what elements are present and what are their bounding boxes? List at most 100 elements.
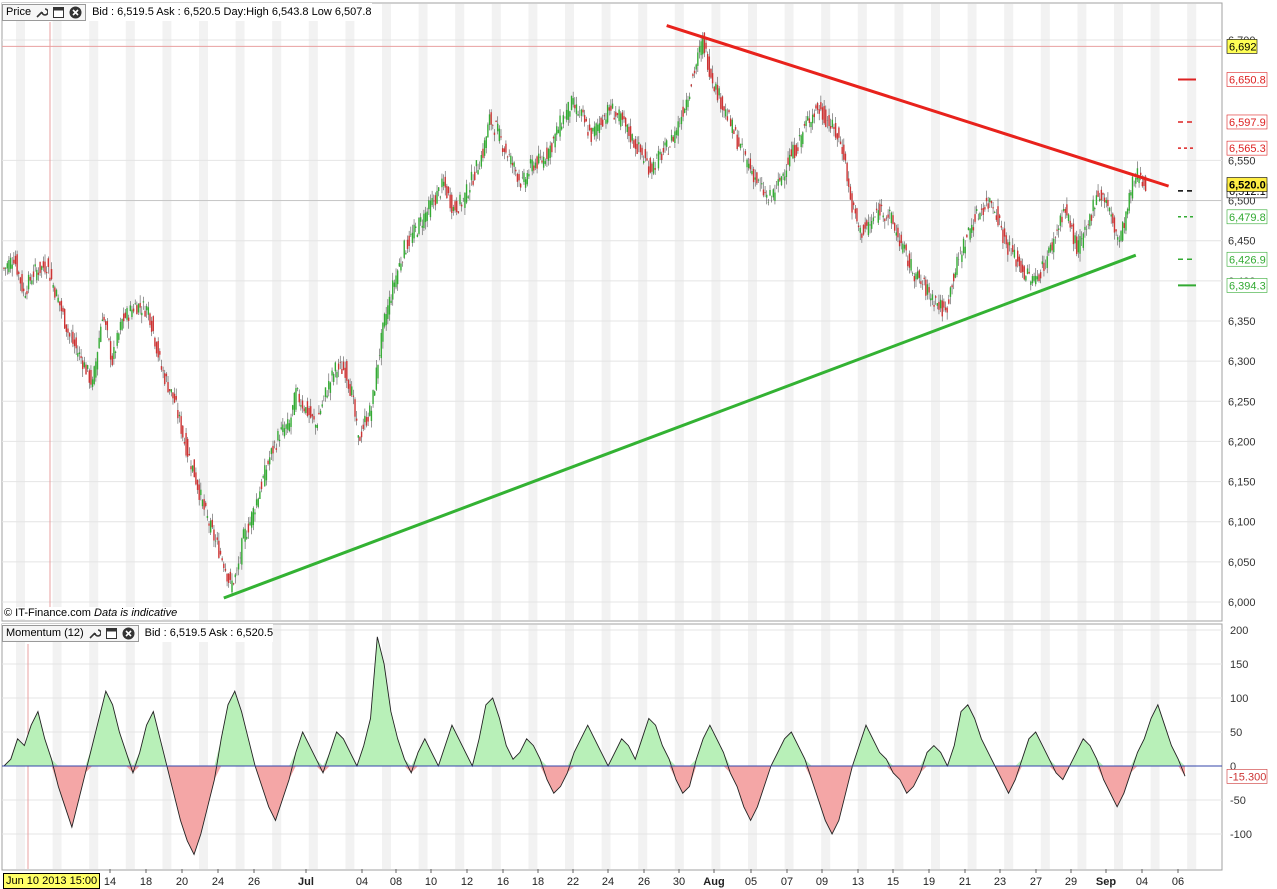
day-band [857, 4, 867, 620]
day-band [1004, 625, 1014, 869]
trendline-support [223, 253, 1137, 600]
x-tick-label: 05 [745, 876, 757, 888]
candles [3, 32, 1147, 597]
pivot-level-box [1226, 114, 1268, 130]
day-band [491, 4, 501, 620]
day-band [1114, 4, 1123, 620]
price-quote-info: Bid : 6,519.5 Ask : 6,520.5 Day:High 6,5… [92, 6, 372, 18]
x-tick-label: 04 [356, 876, 368, 888]
price-y-tick-label: 6,000 [1228, 597, 1256, 609]
day-band [455, 4, 465, 620]
day-band [199, 4, 208, 620]
price-y-tick-label: 6,100 [1228, 517, 1256, 529]
day-band [931, 4, 940, 620]
copyright-note: © IT-Finance.com Data is indicative [4, 607, 178, 619]
day-band [235, 4, 245, 620]
x-tick-label: 06 [1172, 876, 1184, 888]
day-band [162, 4, 172, 620]
copyright-text: © IT-Finance.com [4, 607, 91, 619]
day-band [565, 4, 574, 620]
price-y-tick-label: 6,200 [1228, 436, 1256, 448]
reference-badge [1226, 39, 1258, 54]
reference-badge-label: 6,692 [1229, 41, 1257, 53]
day-band [821, 4, 831, 620]
x-tick-label: 07 [781, 876, 793, 888]
day-band [125, 625, 135, 869]
price-y-tick-label: 6,050 [1228, 557, 1256, 569]
day-band [418, 4, 428, 620]
price-panel-frame [1, 2, 1223, 622]
momentum-panel-title-box: Momentum (12) [2, 624, 139, 642]
close-icon[interactable] [122, 627, 135, 640]
momentum-y-tick-label: 200 [1230, 625, 1248, 637]
price-y-tick-label: 6,250 [1228, 396, 1256, 408]
pivot-level-label: 6,394.3 [1229, 280, 1266, 292]
pivot-level-label: 6,479.8 [1229, 212, 1266, 224]
momentum-positive-area [4, 636, 1185, 766]
day-band [638, 4, 648, 620]
momentum-quote-info: Bid : 6,519.5 Ask : 6,520.5 [144, 627, 274, 639]
wrench-icon[interactable] [35, 6, 49, 19]
momentum-y-tick-label: -50 [1230, 795, 1246, 807]
day-band [345, 4, 355, 620]
pivot-level-box [1226, 278, 1268, 293]
x-tick-label: 04 [1136, 876, 1148, 888]
x-tick-label: 22 [567, 876, 579, 888]
x-tick-label: Jul [298, 876, 314, 888]
day-band [52, 625, 62, 869]
x-tick-label: 26 [248, 876, 260, 888]
wrench-icon[interactable] [88, 627, 101, 640]
day-band [1150, 4, 1160, 620]
momentum-y-tick-label: 0 [1230, 761, 1236, 773]
day-band [565, 625, 574, 869]
pivot-level-box [1226, 209, 1268, 225]
day-band [308, 4, 318, 620]
price-panel-header: Price Bid : 6,519.5 Ask : 6,520.5 Day:Hi… [2, 3, 372, 21]
day-band [528, 4, 538, 620]
momentum-value-box [1226, 769, 1268, 784]
x-tick-label: 18 [140, 876, 152, 888]
day-band [89, 4, 99, 620]
x-tick-label: 23 [994, 876, 1006, 888]
close-icon[interactable] [69, 6, 82, 19]
window-icon[interactable] [105, 627, 118, 640]
day-band [1040, 625, 1050, 869]
x-tick-label: 14 [104, 876, 116, 888]
day-band [162, 625, 172, 869]
x-tick-label: 24 [212, 876, 224, 888]
day-band [1187, 4, 1197, 620]
day-band [125, 4, 135, 620]
day-band [601, 625, 611, 869]
day-band [674, 4, 684, 620]
day-band [345, 625, 355, 869]
x-tick-label: 30 [673, 876, 685, 888]
momentum-y-tick-label: -100 [1230, 829, 1252, 841]
x-tick-label: 19 [923, 876, 935, 888]
momentum-line [3, 636, 1186, 856]
day-band [967, 4, 977, 620]
current-price-badge [1226, 177, 1268, 192]
x-tick-label: 15 [887, 876, 899, 888]
price-y-tick-label: 6,500 [1228, 196, 1256, 208]
day-band [894, 4, 904, 620]
day-band [1187, 625, 1197, 869]
pivot-level-label: 6,426.9 [1229, 254, 1266, 266]
window-icon[interactable] [52, 6, 65, 19]
x-tick-label: Sep [1096, 876, 1116, 888]
start-date-badge: Jun 10 2013 15:00 [3, 873, 101, 889]
x-tick-label: 18 [532, 876, 544, 888]
day-band [272, 4, 282, 620]
pivot-level-label: 6,565.3 [1229, 143, 1266, 155]
momentum-y-tick-label: 150 [1230, 659, 1248, 671]
x-tick-label: 20 [176, 876, 188, 888]
disclaimer-text: Data is indicative [94, 607, 178, 619]
pivot-level-box [1226, 72, 1268, 87]
day-band [748, 4, 757, 620]
day-band [748, 625, 757, 869]
day-band [1077, 4, 1087, 620]
x-tick-label: 10 [425, 876, 437, 888]
day-band [16, 4, 25, 620]
pivot-level-box [1226, 251, 1268, 267]
